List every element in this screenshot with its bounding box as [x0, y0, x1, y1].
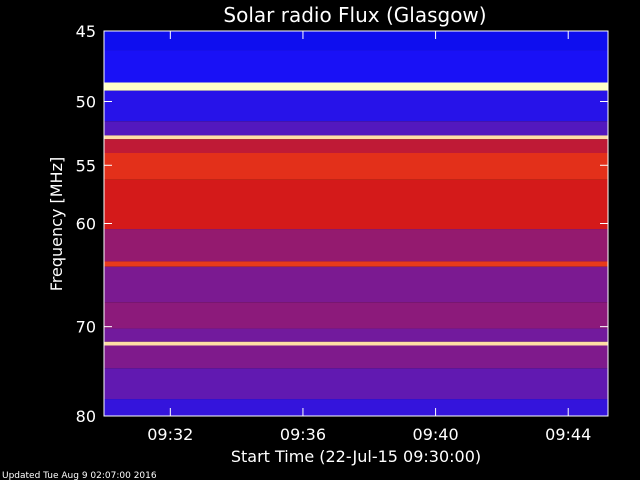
- intensity-band: [104, 82, 608, 91]
- intensity-band: [104, 50, 608, 83]
- intensity-band: [104, 399, 608, 416]
- intensity-band: [104, 229, 608, 262]
- y-tick-label: 50: [76, 93, 96, 112]
- y-tick-label: 80: [76, 407, 96, 426]
- intensity-band: [104, 31, 608, 51]
- x-axis: 09:32 09:36 09:40 09:44: [147, 31, 591, 444]
- chart-title: Solar radio Flux (Glasgow): [223, 3, 486, 27]
- y-axis: 45 50 55 60 70 80: [76, 22, 608, 426]
- x-axis-label: Start Time (22-Jul-15 09:30:00): [231, 447, 481, 466]
- y-tick-label: 60: [76, 215, 96, 234]
- intensity-band: [104, 368, 608, 400]
- intensity-band: [104, 139, 608, 153]
- intensity-band: [104, 266, 608, 303]
- intensity-band: [104, 341, 608, 346]
- intensity-band: [104, 179, 608, 230]
- x-tick-label: 09:44: [545, 425, 591, 444]
- intensity-band: [104, 328, 608, 342]
- intensity-band: [104, 90, 608, 122]
- x-tick-label: 09:32: [147, 425, 193, 444]
- intensity-band: [104, 345, 608, 369]
- y-tick-label: 55: [76, 156, 96, 175]
- y-tick-label: 70: [76, 318, 96, 337]
- intensity-band: [104, 261, 608, 267]
- updated-timestamp: Updated Tue Aug 9 02:07:00 2016: [2, 471, 157, 480]
- plot-area: [104, 31, 608, 416]
- y-tick-label: 45: [76, 22, 96, 41]
- intensity-band: [104, 135, 608, 140]
- x-tick-label: 09:36: [280, 425, 326, 444]
- y-axis-label: Frequency [MHz]: [47, 157, 66, 291]
- intensity-band: [104, 121, 608, 136]
- x-tick-label: 09:40: [413, 425, 459, 444]
- intensity-band: [104, 152, 608, 180]
- intensity-band: [104, 302, 608, 329]
